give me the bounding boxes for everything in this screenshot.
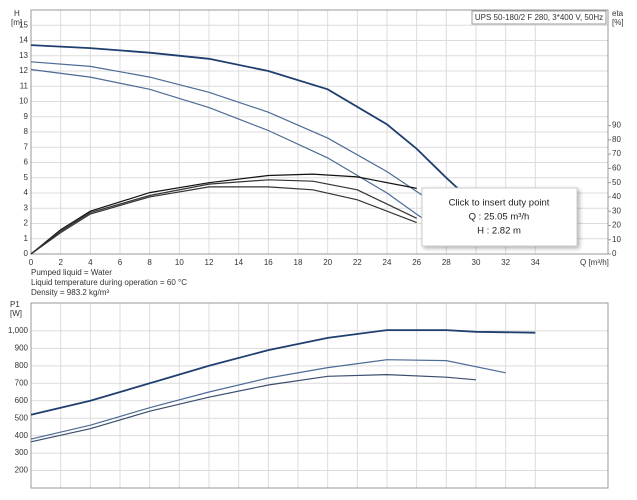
y2-tick-label: 70 (612, 149, 621, 158)
curve (30, 373, 477, 443)
y-tick-label: 300 (15, 448, 29, 457)
y-tick-label: 15 (19, 20, 28, 29)
y-tick-label: 1,000 (8, 326, 29, 335)
x-label: Q [m³/h] (580, 258, 609, 267)
tooltip (421, 187, 578, 247)
x-tick-label: 28 (442, 258, 451, 267)
curve (30, 329, 536, 416)
y-tick-label: 3 (24, 203, 29, 212)
curve (30, 173, 417, 255)
y2-tick-label: 0 (612, 249, 617, 258)
y-unit: [W] (10, 309, 22, 318)
curve (30, 44, 462, 193)
x-tick-label: 32 (501, 258, 510, 267)
y-tick-label: 4 (24, 188, 29, 197)
x-tick-label: 4 (88, 258, 93, 267)
y-tick-label: 600 (15, 396, 29, 405)
y-unit: [m] (11, 18, 22, 27)
y-tick-label: 700 (15, 378, 29, 387)
y-tick-label: 500 (15, 413, 29, 422)
plot-frame (30, 302, 609, 489)
y-tick-label: 12 (19, 66, 28, 75)
tooltip-line: H : 2.82 m (477, 226, 521, 237)
y2-tick-label: 20 (612, 221, 621, 230)
x-tick-label: 10 (175, 258, 184, 267)
x-tick-label: 18 (294, 258, 303, 267)
y-tick-label: 8 (24, 127, 29, 136)
subtitle-box (471, 10, 607, 25)
y2-label: eta (612, 9, 624, 18)
curve (30, 359, 506, 440)
y-tick-label: 2 (24, 219, 29, 228)
curve (30, 186, 417, 255)
curve (30, 61, 447, 212)
tooltip-title: Click to insert duty point (449, 198, 550, 209)
y-tick-label: 200 (15, 466, 29, 475)
y-tick-label: 5 (24, 173, 29, 182)
y-tick-label: 9 (24, 112, 29, 121)
note: Pumped liquid = Water (31, 268, 112, 277)
plot-frame (30, 9, 609, 255)
y2-unit: [%] (612, 18, 624, 27)
note: Density = 983.2 kg/m³ (31, 288, 109, 297)
y2-tick-label: 50 (612, 178, 621, 187)
x-tick-label: 2 (58, 258, 63, 267)
y-tick-label: 11 (20, 81, 29, 90)
y-tick-label: 10 (19, 97, 28, 106)
y2-tick-label: 40 (612, 192, 621, 201)
y2-tick-label: 30 (612, 206, 621, 215)
y2-tick-label: 90 (612, 121, 621, 130)
x-tick-label: 0 (29, 258, 34, 267)
x-tick-label: 16 (264, 258, 273, 267)
y-tick-label: 6 (24, 158, 29, 167)
x-tick-label: 20 (323, 258, 332, 267)
subtitle: UPS 50-180/2 F 280, 3*400 V, 50Hz (475, 13, 603, 22)
y-tick-label: 13 (19, 51, 28, 60)
x-tick-label: 26 (412, 258, 421, 267)
y-tick-label: 400 (15, 431, 29, 440)
y-tick-label: 900 (15, 343, 29, 352)
x-tick-label: 30 (472, 258, 481, 267)
x-tick-label: 34 (531, 258, 540, 267)
curve (30, 68, 447, 235)
y-tick-label: 7 (24, 142, 29, 151)
y-label: P1 (10, 300, 20, 309)
y-label: H (14, 9, 20, 18)
x-tick-label: 22 (353, 258, 362, 267)
y-tick-label: 14 (19, 36, 28, 45)
y-tick-label: 1 (24, 234, 29, 243)
x-tick-label: 8 (147, 258, 152, 267)
x-tick-label: 12 (205, 258, 214, 267)
y2-tick-label: 10 (612, 235, 621, 244)
tooltip-line: Q : 25.05 m³/h (469, 212, 530, 223)
curve (30, 179, 417, 255)
y-tick-label: 800 (15, 361, 29, 370)
y2-tick-label: 60 (612, 163, 621, 172)
x-tick-label: 24 (383, 258, 392, 267)
y2-tick-label: 80 (612, 135, 621, 144)
x-tick-label: 6 (118, 258, 123, 267)
y-tick-label: 0 (24, 249, 29, 258)
note: Liquid temperature during operation = 60… (31, 278, 187, 287)
x-tick-label: 14 (234, 258, 243, 267)
